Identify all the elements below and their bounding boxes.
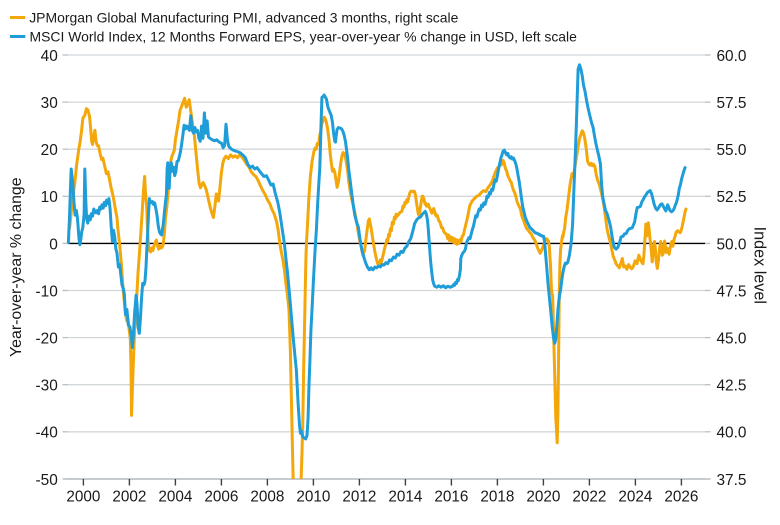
svg-text:-10: -10 — [36, 283, 58, 300]
svg-text:2020: 2020 — [526, 489, 560, 506]
svg-text:2014: 2014 — [388, 489, 423, 506]
svg-text:47.5: 47.5 — [717, 283, 747, 300]
svg-text:-20: -20 — [36, 331, 58, 348]
svg-text:37.5: 37.5 — [717, 472, 747, 489]
svg-text:-50: -50 — [36, 472, 58, 489]
svg-text:57.5: 57.5 — [717, 95, 747, 112]
svg-text:0: 0 — [49, 236, 58, 253]
svg-text:2012: 2012 — [342, 489, 376, 506]
svg-text:-30: -30 — [36, 378, 58, 395]
svg-text:2006: 2006 — [204, 489, 238, 506]
svg-text:Year-over-year % change: Year-over-year % change — [8, 177, 25, 357]
svg-text:2004: 2004 — [158, 489, 193, 506]
svg-text:2022: 2022 — [572, 489, 606, 506]
svg-text:JPMorgan Global Manufacturing: JPMorgan Global Manufacturing PMI, advan… — [29, 9, 458, 25]
svg-text:45.0: 45.0 — [717, 331, 747, 348]
svg-text:2000: 2000 — [66, 489, 100, 506]
svg-text:10: 10 — [41, 189, 58, 206]
svg-text:52.5: 52.5 — [717, 189, 747, 206]
svg-text:60.0: 60.0 — [717, 48, 747, 65]
svg-text:2008: 2008 — [250, 489, 284, 506]
svg-text:55.0: 55.0 — [717, 142, 747, 159]
svg-text:2016: 2016 — [434, 489, 468, 506]
svg-text:2026: 2026 — [664, 489, 698, 506]
svg-text:MSCI World Index, 12 Months Fo: MSCI World Index, 12 Months Forward EPS,… — [30, 29, 578, 45]
svg-text:40: 40 — [41, 48, 58, 65]
svg-text:30: 30 — [41, 95, 58, 112]
svg-text:Index level: Index level — [751, 227, 769, 304]
svg-text:20: 20 — [41, 142, 58, 159]
svg-text:2018: 2018 — [480, 489, 514, 506]
svg-text:2010: 2010 — [296, 489, 330, 506]
svg-text:50.0: 50.0 — [717, 236, 747, 253]
svg-text:40.0: 40.0 — [717, 425, 747, 442]
svg-text:2002: 2002 — [112, 489, 146, 506]
svg-text:42.5: 42.5 — [717, 378, 747, 395]
svg-text:2024: 2024 — [618, 489, 653, 506]
svg-text:-40: -40 — [36, 425, 58, 442]
